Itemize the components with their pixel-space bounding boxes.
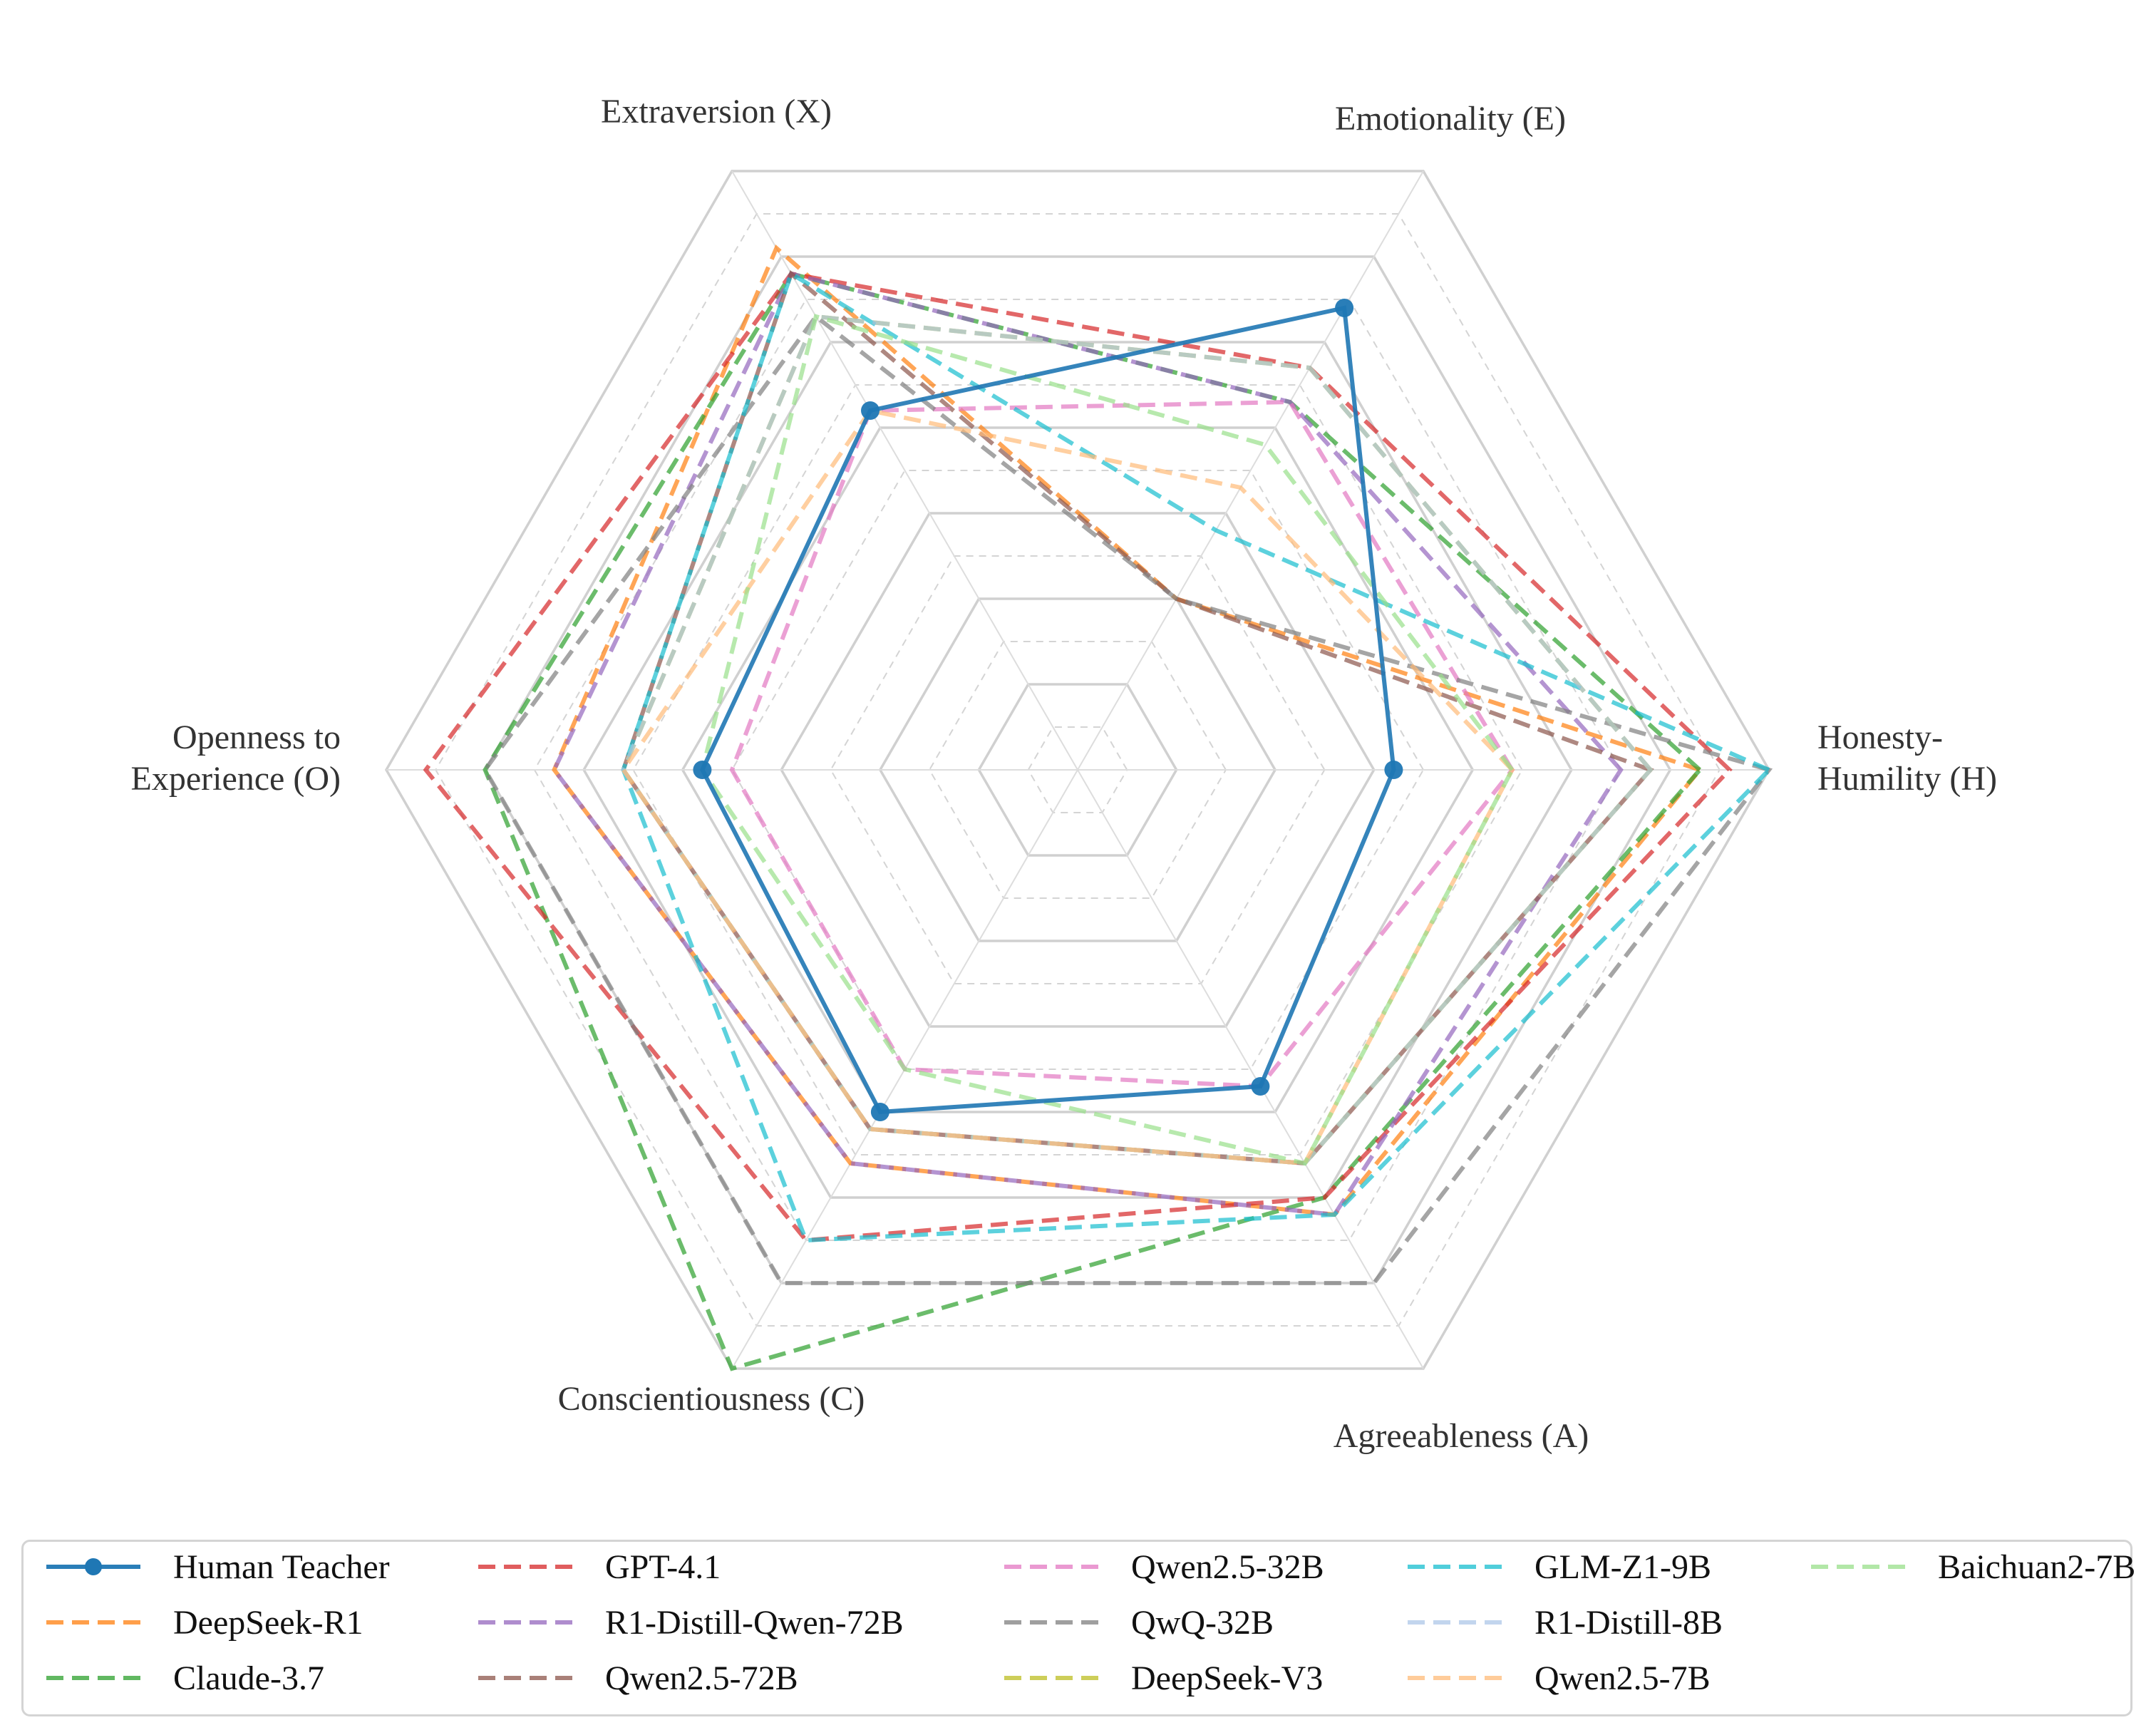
legend-item: Qwen2.5-72B — [465, 1653, 798, 1703]
legend-label: Human Teacher — [173, 1548, 390, 1586]
legend-item: GPT-4.1 — [465, 1542, 721, 1592]
legend-item: GLM-Z1-9B — [1395, 1542, 1711, 1592]
grid-spoke — [731, 170, 1078, 771]
radar-chart: Honesty-Humility (H) Emotionality (E) Extr… — [131, 93, 1997, 1455]
legend-swatch — [478, 1676, 572, 1680]
legend-label: Claude-3.7 — [173, 1659, 324, 1697]
legend-item: Baichuan2-7B — [1798, 1542, 2135, 1592]
legend-label: Qwen2.5-32B — [1131, 1548, 1324, 1586]
legend-item: R1-Distill-8B — [1395, 1597, 1723, 1647]
legend-label: DeepSeek-V3 — [1131, 1659, 1324, 1697]
legend-swatch — [1811, 1565, 1905, 1569]
axis-label-x: Extraversion (X) — [601, 93, 832, 130]
legend-label: GPT-4.1 — [605, 1548, 721, 1586]
radar-grid — [384, 170, 1771, 1370]
legend-swatch — [1408, 1676, 1502, 1680]
axis-labels: Honesty-Humility (H) Emotionality (E) Extr… — [131, 93, 1997, 1455]
legend-swatch — [1004, 1565, 1098, 1569]
legend-item: Qwen2.5-7B — [1395, 1653, 1711, 1703]
series-marker — [693, 761, 712, 779]
legend-item: Qwen2.5-32B — [991, 1542, 1324, 1592]
legend-item: DeepSeek-R1 — [33, 1597, 363, 1647]
series-line-qwen2-5-7b — [620, 408, 1515, 1166]
legend-label: QwQ-32B — [1131, 1603, 1274, 1642]
axis-label-a: Agreeableness (A) — [1334, 1417, 1589, 1455]
series-marker — [870, 1103, 889, 1121]
axis-label-e: Emotionality (E) — [1335, 100, 1566, 138]
axis-label-h: Honesty-Humility (H) — [1817, 719, 1997, 798]
legend-label: Qwen2.5-7B — [1535, 1659, 1711, 1697]
legend-item: R1-Distill-Qwen-72B — [465, 1597, 904, 1647]
legend-swatch — [1004, 1676, 1098, 1680]
legend-item: Claude-3.7 — [33, 1653, 324, 1703]
radar-series — [423, 244, 1773, 1371]
legend-swatch — [46, 1676, 140, 1680]
legend-swatch — [478, 1620, 572, 1625]
legend-swatch — [1408, 1565, 1502, 1569]
series-marker — [1384, 761, 1403, 779]
series-marker — [1335, 299, 1354, 317]
grid-spoke — [1077, 769, 1424, 1369]
legend-item: QwQ-32B — [991, 1597, 1274, 1647]
legend-label: DeepSeek-R1 — [173, 1603, 363, 1642]
series-marker — [861, 401, 880, 420]
legend-swatch — [1004, 1620, 1098, 1625]
legend-label: R1-Distill-Qwen-72B — [605, 1603, 904, 1642]
series-marker — [1251, 1077, 1270, 1096]
legend-swatch — [46, 1620, 140, 1625]
legend: Human Teacher DeepSeek-R1 Claude-3.7 GPT-4.… — [21, 1540, 2135, 1716]
legend-label: GLM-Z1-9B — [1535, 1548, 1711, 1586]
legend-swatch — [478, 1565, 572, 1569]
legend-swatch — [1408, 1620, 1502, 1625]
series-line-r1-distill-qwen-72b — [552, 271, 1624, 1217]
axis-label-c: Conscientiousness (C) — [558, 1380, 865, 1418]
axis-label-o: Openness to Experience (O) — [131, 719, 341, 798]
legend-label: Qwen2.5-72B — [605, 1659, 798, 1697]
legend-swatch — [46, 1558, 140, 1575]
legend-item: Human Teacher — [33, 1542, 390, 1592]
legend-label: R1-Distill-8B — [1535, 1603, 1723, 1642]
legend-label: Baichuan2-7B — [1938, 1548, 2136, 1586]
series-line-glm-z1-9b — [621, 270, 1773, 1243]
grid-spoke — [1077, 170, 1424, 771]
series-line-qwq-32b — [483, 313, 1773, 1285]
legend-item: DeepSeek-V3 — [991, 1653, 1323, 1703]
